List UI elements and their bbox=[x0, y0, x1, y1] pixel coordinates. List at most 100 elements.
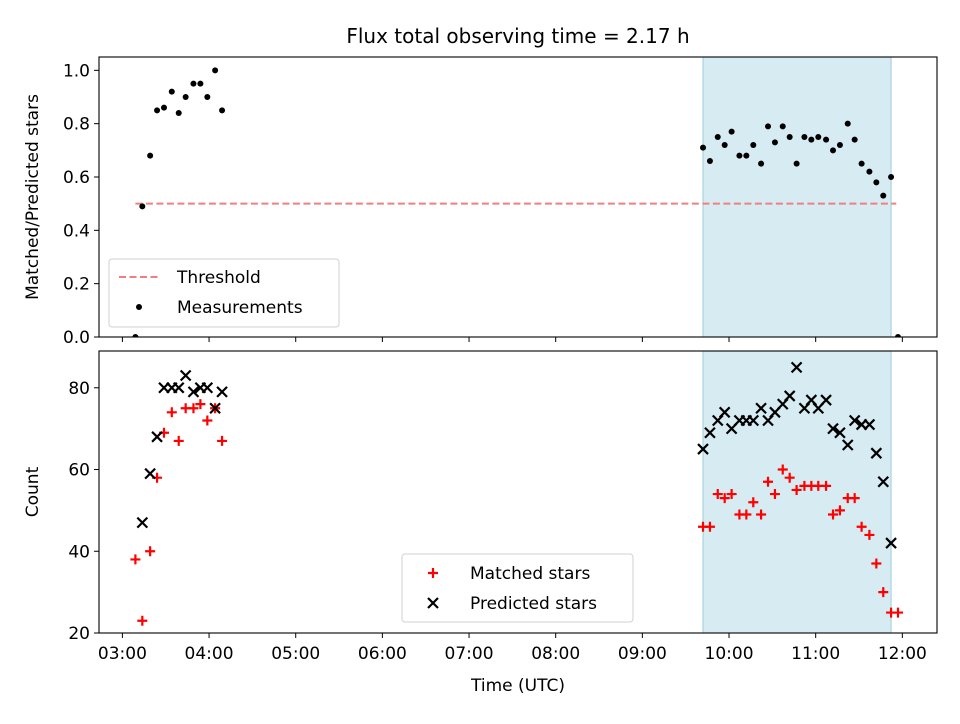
predicted-star-point bbox=[179, 369, 192, 382]
y-tick-label: 0.6 bbox=[63, 168, 90, 188]
matched-star-point bbox=[763, 476, 774, 487]
y-tick-label: 0.0 bbox=[63, 328, 90, 348]
legend-label: Predicted stars bbox=[470, 594, 597, 614]
predicted-star-point bbox=[216, 386, 228, 398]
y-tick-label: 0.4 bbox=[63, 221, 90, 241]
measurement-point bbox=[844, 120, 851, 127]
legend-predicted-swatch bbox=[427, 597, 439, 609]
predicted-star-point bbox=[877, 476, 890, 488]
matched-star-point bbox=[878, 587, 889, 598]
measurement-point bbox=[219, 107, 226, 114]
y-axis-label: Matched/Predicted stars bbox=[23, 94, 43, 300]
matched-star-point bbox=[741, 509, 752, 520]
x-tick-label: 11:00 bbox=[791, 644, 840, 664]
measurement-point bbox=[888, 174, 895, 180]
matched-star-point bbox=[217, 435, 228, 446]
predicted-star-point bbox=[704, 426, 716, 439]
bottom-panel: 20 40 60 80 03:00 04:00 05:00 06:00 07:00 08:00 09… bbox=[23, 350, 938, 696]
matched-star-point bbox=[195, 399, 206, 410]
matched-star-point bbox=[893, 607, 904, 618]
legend-label: Threshold bbox=[176, 268, 261, 288]
y-axis-label: Count bbox=[23, 466, 43, 517]
x-tick-label: 04:00 bbox=[185, 644, 234, 664]
measurement-point bbox=[823, 136, 830, 143]
measurement-point bbox=[168, 88, 175, 95]
measurement-point bbox=[851, 136, 858, 143]
measurement-point bbox=[736, 152, 743, 159]
matched-star-point bbox=[856, 521, 867, 532]
matched-star-point bbox=[748, 497, 759, 508]
matched-star-point bbox=[130, 554, 141, 565]
y-tick-label: 80 bbox=[68, 379, 90, 399]
matched-star-point bbox=[871, 558, 882, 569]
matched-star-point bbox=[864, 529, 875, 540]
predicted-star-point bbox=[790, 361, 803, 374]
measurement-point bbox=[801, 134, 808, 140]
measurement-point bbox=[836, 142, 843, 148]
measurement-point bbox=[197, 80, 204, 87]
matched-star-point bbox=[821, 480, 832, 491]
matched-star-point bbox=[719, 493, 730, 504]
predicted-star-point bbox=[885, 537, 897, 549]
measurement-point bbox=[154, 107, 161, 114]
measurement-point bbox=[132, 334, 139, 337]
predicted-star-point bbox=[144, 467, 156, 480]
x-tick-label: 05:00 bbox=[271, 644, 320, 664]
matched-star-point bbox=[712, 489, 723, 500]
y-tick-label: 0.2 bbox=[63, 275, 90, 295]
predicted-star-point bbox=[783, 390, 796, 402]
matched-star-point bbox=[173, 435, 184, 446]
measurement-point bbox=[700, 144, 707, 151]
matched-star-point bbox=[202, 415, 213, 426]
measurement-point bbox=[779, 123, 786, 130]
measurement-point bbox=[182, 94, 189, 100]
matched-star-point bbox=[137, 615, 148, 626]
measurement-point bbox=[815, 134, 822, 140]
y-tick-label: 60 bbox=[68, 461, 90, 481]
measurement-point bbox=[808, 136, 815, 143]
x-tick-label: 08:00 bbox=[531, 644, 580, 664]
measurement-point bbox=[190, 80, 197, 87]
plot-area bbox=[132, 67, 902, 337]
measurement-point bbox=[728, 128, 735, 135]
measurement-point bbox=[147, 152, 154, 159]
matched-star-point bbox=[791, 484, 802, 495]
predicted-star-point bbox=[172, 382, 185, 394]
x-axis-label: Time (UTC) bbox=[470, 676, 565, 696]
predicted-star-point bbox=[870, 447, 883, 459]
matched-star-point bbox=[828, 509, 839, 520]
predicted-star-point bbox=[747, 414, 760, 427]
measurement-point bbox=[204, 94, 211, 100]
matched-star-point bbox=[166, 407, 177, 418]
measurement-point bbox=[758, 160, 765, 167]
legend-box bbox=[401, 553, 634, 623]
predicted-star-point bbox=[841, 439, 854, 451]
matched-star-point bbox=[777, 464, 788, 475]
x-tick-label: 09:00 bbox=[618, 644, 667, 664]
measurement-point bbox=[175, 110, 182, 116]
matched-star-point bbox=[704, 521, 715, 532]
predicted-star-point bbox=[187, 386, 200, 398]
y-tick-label: 40 bbox=[68, 542, 90, 562]
y-tick-label: 20 bbox=[68, 624, 90, 644]
y-tick-label: 1.0 bbox=[63, 61, 90, 81]
measurement-point bbox=[858, 160, 865, 167]
measurement-point bbox=[895, 334, 902, 337]
matched-star-point bbox=[849, 493, 860, 504]
plot-area bbox=[130, 361, 904, 626]
measurement-point bbox=[212, 67, 219, 74]
measurement-point bbox=[714, 134, 721, 140]
matched-star-point bbox=[188, 403, 199, 414]
predicted-star-point bbox=[755, 402, 767, 414]
x-tick-label: 10:00 bbox=[705, 644, 754, 664]
predicted-star-point bbox=[201, 382, 214, 394]
measurement-point bbox=[793, 160, 800, 167]
x-tick-label: 12:00 bbox=[878, 644, 927, 664]
predicted-star-point bbox=[820, 394, 832, 406]
axes-frame bbox=[98, 56, 938, 338]
top-panel: 0.0 0.2 0.4 0.6 0.8 1.0 Matched/Predicted star… bbox=[23, 56, 938, 348]
measurement-point bbox=[830, 147, 837, 154]
legend-label: Matched stars bbox=[470, 564, 590, 584]
measurement-point bbox=[873, 179, 880, 186]
highlight-span bbox=[702, 56, 892, 338]
